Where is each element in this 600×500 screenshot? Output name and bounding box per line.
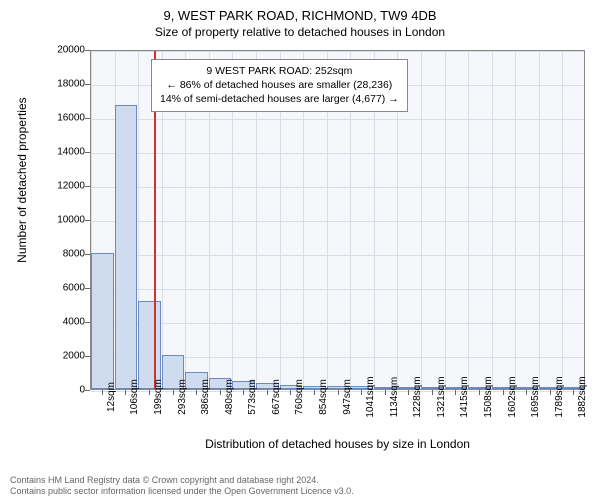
x-tick-label: 12sqm bbox=[106, 382, 117, 412]
chart-container: Number of detached properties 9 WEST PAR… bbox=[55, 45, 585, 430]
footer: Contains HM Land Registry data © Crown c… bbox=[10, 475, 354, 497]
x-tick-mark bbox=[290, 390, 291, 395]
grid-line bbox=[91, 187, 584, 188]
x-tick-label: 1321sqm bbox=[436, 376, 447, 417]
grid-line bbox=[468, 51, 469, 389]
y-tick-mark bbox=[85, 186, 90, 187]
x-tick-mark bbox=[432, 390, 433, 395]
y-tick-label: 10000 bbox=[45, 215, 85, 226]
annotation-box: 9 WEST PARK ROAD: 252sqm ← 86% of detach… bbox=[151, 59, 408, 112]
x-tick-mark bbox=[149, 390, 150, 395]
x-tick-label: 1882sqm bbox=[577, 376, 588, 417]
grid-line bbox=[91, 289, 584, 290]
grid-line bbox=[91, 153, 584, 154]
x-tick-label: 760sqm bbox=[294, 379, 305, 415]
x-tick-label: 1789sqm bbox=[554, 376, 565, 417]
histogram-bar bbox=[115, 105, 138, 389]
x-tick-label: 1508sqm bbox=[483, 376, 494, 417]
y-tick-mark bbox=[85, 152, 90, 153]
x-tick-mark bbox=[173, 390, 174, 395]
y-tick-label: 0 bbox=[45, 385, 85, 396]
x-tick-label: 1415sqm bbox=[459, 376, 470, 417]
x-tick-mark bbox=[243, 390, 244, 395]
grid-line bbox=[91, 221, 584, 222]
y-tick-label: 2000 bbox=[45, 351, 85, 362]
x-tick-label: 1041sqm bbox=[365, 376, 376, 417]
y-axis-label: Number of detached properties bbox=[15, 97, 29, 262]
x-tick-label: 1602sqm bbox=[507, 376, 518, 417]
x-tick-mark bbox=[479, 390, 480, 395]
chart-title: 9, WEST PARK ROAD, RICHMOND, TW9 4DB bbox=[0, 0, 600, 23]
annotation-line3: 14% of semi-detached houses are larger (… bbox=[160, 92, 399, 106]
grid-line bbox=[492, 51, 493, 389]
x-tick-mark bbox=[102, 390, 103, 395]
x-tick-mark bbox=[220, 390, 221, 395]
y-tick-label: 4000 bbox=[45, 317, 85, 328]
x-axis-label: Distribution of detached houses by size … bbox=[90, 437, 585, 475]
footer-line1: Contains HM Land Registry data © Crown c… bbox=[10, 475, 354, 486]
y-tick-mark bbox=[85, 84, 90, 85]
grid-line bbox=[91, 119, 584, 120]
y-tick-label: 12000 bbox=[45, 181, 85, 192]
x-tick-label: 1134sqm bbox=[389, 377, 400, 417]
grid-line bbox=[539, 51, 540, 389]
x-tick-mark bbox=[526, 390, 527, 395]
y-tick-label: 20000 bbox=[45, 45, 85, 56]
grid-line bbox=[91, 51, 584, 52]
x-tick-label: 854sqm bbox=[318, 379, 329, 415]
x-tick-mark bbox=[385, 390, 386, 395]
x-tick-mark bbox=[573, 390, 574, 395]
y-tick-label: 6000 bbox=[45, 283, 85, 294]
grid-line bbox=[562, 51, 563, 389]
x-tick-label: 293sqm bbox=[177, 379, 188, 415]
grid-line bbox=[445, 51, 446, 389]
x-tick-mark bbox=[455, 390, 456, 395]
annotation-line1: 9 WEST PARK ROAD: 252sqm bbox=[160, 64, 399, 78]
x-tick-label: 667sqm bbox=[271, 379, 282, 415]
y-tick-mark bbox=[85, 50, 90, 51]
footer-line2: Contains public sector information licen… bbox=[10, 486, 354, 497]
chart-subtitle: Size of property relative to detached ho… bbox=[0, 23, 600, 39]
x-tick-label: 1228sqm bbox=[412, 376, 423, 417]
x-tick-mark bbox=[361, 390, 362, 395]
x-tick-mark bbox=[408, 390, 409, 395]
y-tick-mark bbox=[85, 322, 90, 323]
x-tick-mark bbox=[196, 390, 197, 395]
grid-line bbox=[421, 51, 422, 389]
x-tick-label: 1695sqm bbox=[530, 376, 541, 417]
x-tick-mark bbox=[267, 390, 268, 395]
grid-line bbox=[91, 255, 584, 256]
y-tick-mark bbox=[85, 288, 90, 289]
grid-line bbox=[91, 323, 584, 324]
grid-line bbox=[515, 51, 516, 389]
x-tick-mark bbox=[338, 390, 339, 395]
x-tick-label: 106sqm bbox=[129, 379, 140, 415]
y-tick-label: 18000 bbox=[45, 79, 85, 90]
y-tick-mark bbox=[85, 356, 90, 357]
y-tick-label: 16000 bbox=[45, 113, 85, 124]
plot-area: 9 WEST PARK ROAD: 252sqm ← 86% of detach… bbox=[90, 50, 585, 390]
x-tick-mark bbox=[125, 390, 126, 395]
y-tick-mark bbox=[85, 118, 90, 119]
y-tick-mark bbox=[85, 390, 90, 391]
x-tick-label: 480sqm bbox=[224, 379, 235, 415]
histogram-bar bbox=[91, 253, 114, 389]
x-tick-label: 386sqm bbox=[200, 379, 211, 415]
annotation-line2: ← 86% of detached houses are smaller (28… bbox=[160, 78, 399, 92]
y-tick-label: 8000 bbox=[45, 249, 85, 260]
histogram-bar bbox=[138, 301, 161, 389]
x-tick-label: 947sqm bbox=[342, 379, 353, 415]
y-tick-mark bbox=[85, 254, 90, 255]
y-tick-mark bbox=[85, 220, 90, 221]
x-tick-label: 573sqm bbox=[247, 379, 258, 415]
y-tick-label: 14000 bbox=[45, 147, 85, 158]
x-tick-mark bbox=[550, 390, 551, 395]
x-tick-label: 199sqm bbox=[153, 379, 164, 415]
x-tick-mark bbox=[503, 390, 504, 395]
x-tick-mark bbox=[314, 390, 315, 395]
